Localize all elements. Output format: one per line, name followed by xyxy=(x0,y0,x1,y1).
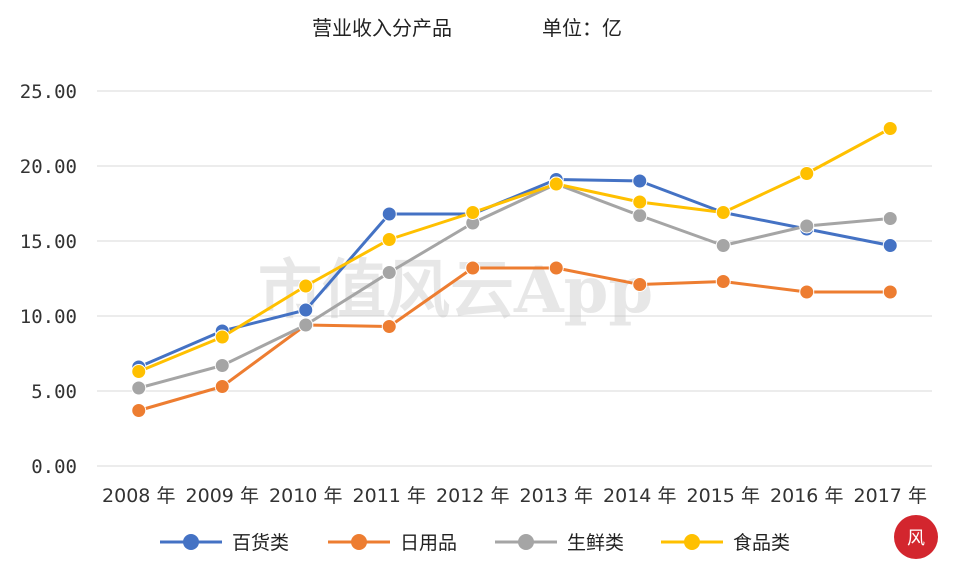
x-tick-label: 2012 年 xyxy=(436,485,509,507)
legend-marker xyxy=(518,534,534,550)
data-point xyxy=(632,208,648,223)
logo-circle xyxy=(894,515,938,559)
x-tick-label: 2009 年 xyxy=(186,485,259,507)
data-point xyxy=(131,380,147,396)
y-tick-label: 5.00 xyxy=(31,381,77,403)
x-tick-label: 2015 年 xyxy=(687,485,760,507)
data-point xyxy=(715,238,731,253)
data-point xyxy=(214,358,230,373)
data-point xyxy=(298,278,314,294)
data-point xyxy=(799,218,815,234)
data-point xyxy=(715,274,731,289)
data-point xyxy=(882,284,898,300)
x-tick-label: 2008 年 xyxy=(102,485,175,507)
x-tick-label: 2011 年 xyxy=(353,485,426,507)
series-line xyxy=(138,266,891,412)
legend-label: 百货类 xyxy=(232,532,289,554)
legend-item: 百货类 xyxy=(160,532,289,554)
data-point xyxy=(882,121,898,136)
data-point xyxy=(381,265,397,280)
data-point xyxy=(131,403,147,418)
data-point xyxy=(381,206,397,222)
x-tick-label: 2016 年 xyxy=(770,485,843,507)
data-point xyxy=(882,238,898,253)
data-point xyxy=(214,379,230,394)
data-point xyxy=(214,329,230,345)
unit-label: 单位：亿 xyxy=(542,16,622,40)
series-1 xyxy=(131,260,898,418)
data-point xyxy=(548,176,564,192)
legend-marker xyxy=(684,534,700,550)
series-layer xyxy=(131,121,898,418)
data-point xyxy=(131,364,147,379)
data-point xyxy=(381,232,397,247)
legend-item: 食品类 xyxy=(661,532,790,554)
y-tick-label: 10.00 xyxy=(20,306,77,328)
y-tick-label: 0.00 xyxy=(31,456,77,478)
legend-label: 食品类 xyxy=(733,532,790,554)
y-tick-label: 20.00 xyxy=(20,156,77,178)
series-3 xyxy=(131,121,898,379)
data-point xyxy=(882,211,898,226)
data-point xyxy=(715,205,731,220)
data-point xyxy=(298,317,314,333)
series-line xyxy=(138,127,891,373)
legend-label: 生鲜类 xyxy=(567,532,624,554)
legend-item: 日用品 xyxy=(328,532,457,554)
x-tick-label: 2017 年 xyxy=(854,485,927,507)
x-tick-label: 2014 年 xyxy=(603,485,676,507)
data-point xyxy=(298,302,314,318)
logo-seal: 风 xyxy=(894,515,938,559)
data-point xyxy=(632,277,648,292)
data-point xyxy=(548,260,564,276)
legend-marker xyxy=(183,534,199,550)
data-point xyxy=(465,260,481,276)
x-axis: 2008 年 2009 年 2010 年 2011 年 2012 年 2013 年 2014… xyxy=(102,485,927,507)
y-tick-label: 25.00 xyxy=(20,81,77,103)
data-point xyxy=(465,205,481,220)
x-tick-label: 2010 年 xyxy=(269,485,342,507)
legend-label: 日用品 xyxy=(400,532,457,554)
chart-title: 营业收入分产品 xyxy=(312,16,452,40)
data-point xyxy=(632,194,648,210)
logo-text: 风 xyxy=(907,528,925,549)
legend-item: 生鲜类 xyxy=(495,532,624,554)
y-tick-label: 15.00 xyxy=(20,231,77,253)
y-axis: 0.00 5.00 10.00 15.00 20.00 25.00 xyxy=(20,81,77,478)
data-point xyxy=(381,319,397,334)
series-line xyxy=(138,182,891,390)
grid-layer xyxy=(97,90,932,467)
data-point xyxy=(799,166,815,181)
legend-marker xyxy=(351,534,367,550)
data-point xyxy=(632,173,648,189)
x-tick-label: 2013 年 xyxy=(520,485,593,507)
data-point xyxy=(799,284,815,300)
legend: 百货类 日用品 生鲜类 食品类 xyxy=(160,532,790,554)
